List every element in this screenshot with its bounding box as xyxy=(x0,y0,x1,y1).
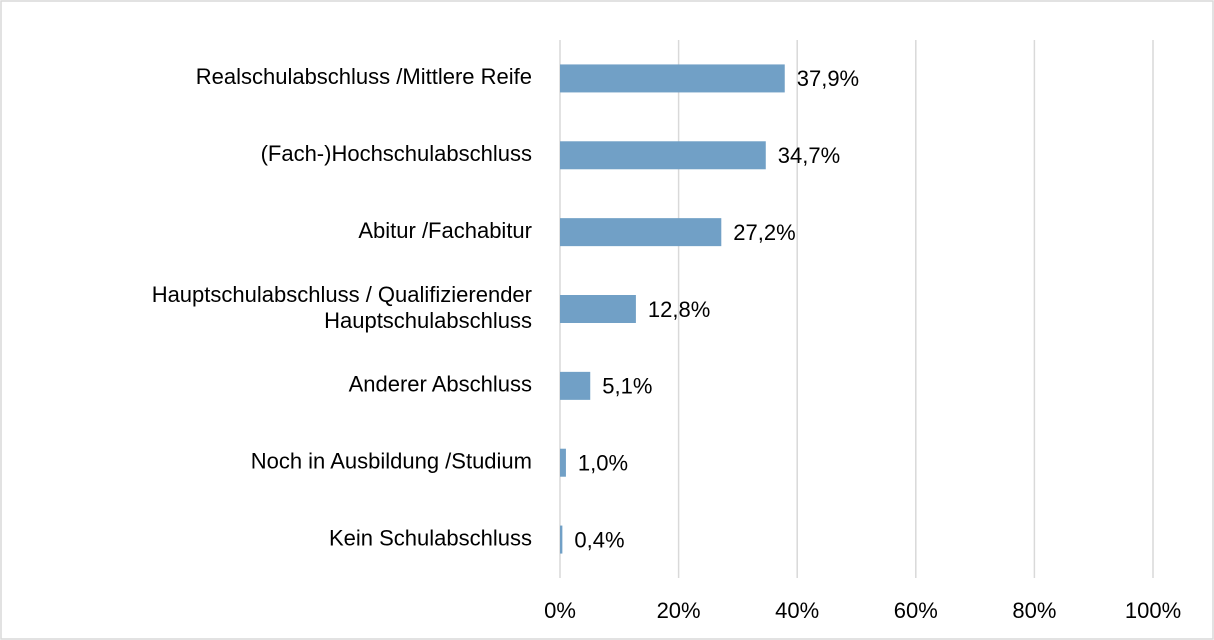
x-tick-label: 100% xyxy=(1125,598,1181,623)
y-tick-label: Kein Schulabschluss xyxy=(329,525,532,550)
y-tick-label: Realschulabschluss /Mittlere Reife xyxy=(196,64,532,89)
data-label: 1,0% xyxy=(578,451,628,476)
bar xyxy=(560,525,563,554)
data-label: 34,7% xyxy=(778,143,840,168)
data-label: 5,1% xyxy=(602,374,652,399)
x-tick-label: 40% xyxy=(775,598,819,623)
bar xyxy=(560,295,636,323)
y-tick-label: Anderer Abschluss xyxy=(349,372,532,397)
y-tick-label: Noch in Ausbildung /Studium xyxy=(251,449,532,474)
data-label: 0,4% xyxy=(574,527,624,552)
bar xyxy=(560,448,566,477)
data-label: 37,9% xyxy=(797,66,859,91)
x-tick-label: 0% xyxy=(544,598,576,623)
y-tick-label: Hauptschulabschluss / Qualifizierender Ha… xyxy=(152,282,532,333)
x-tick-label: 20% xyxy=(657,598,701,623)
y-tick-label: (Fach-)Hochschulabschluss xyxy=(261,141,532,166)
y-tick-label: Abitur /Fachabitur xyxy=(358,218,532,243)
bar xyxy=(560,218,722,247)
bar xyxy=(560,371,591,400)
x-tick-label: 60% xyxy=(894,598,938,623)
bar xyxy=(560,141,766,170)
data-label: 12,8% xyxy=(648,297,710,322)
data-label: 27,2% xyxy=(733,220,795,245)
bar xyxy=(560,64,785,93)
x-tick-label: 80% xyxy=(1012,598,1056,623)
